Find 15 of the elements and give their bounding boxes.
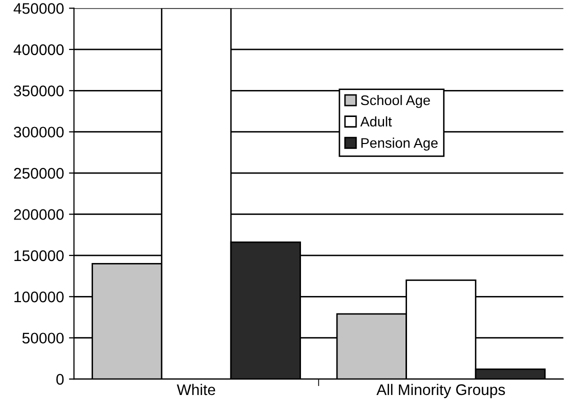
legend-label: Adult bbox=[360, 116, 392, 127]
y-tick-label: 250000 bbox=[14, 168, 64, 179]
y-tick-label: 150000 bbox=[14, 250, 64, 262]
y-tick-label: 50000 bbox=[22, 332, 64, 344]
y-tick-label: 350000 bbox=[14, 86, 64, 96]
y-tick-label: 450000 bbox=[14, 3, 64, 14]
legend-label: School Age bbox=[360, 94, 430, 108]
y-tick-label: 300000 bbox=[14, 126, 64, 138]
y-tick-label: 0 bbox=[56, 374, 64, 385]
y-tick-label: 400000 bbox=[14, 44, 64, 56]
legend-label: Pension Age bbox=[361, 138, 438, 151]
y-tick-label: 200000 bbox=[14, 209, 64, 220]
x-tick-label: White bbox=[176, 384, 216, 396]
x-tick-label: All Minority Groups bbox=[376, 384, 505, 398]
y-tick-label: 100000 bbox=[14, 292, 64, 302]
